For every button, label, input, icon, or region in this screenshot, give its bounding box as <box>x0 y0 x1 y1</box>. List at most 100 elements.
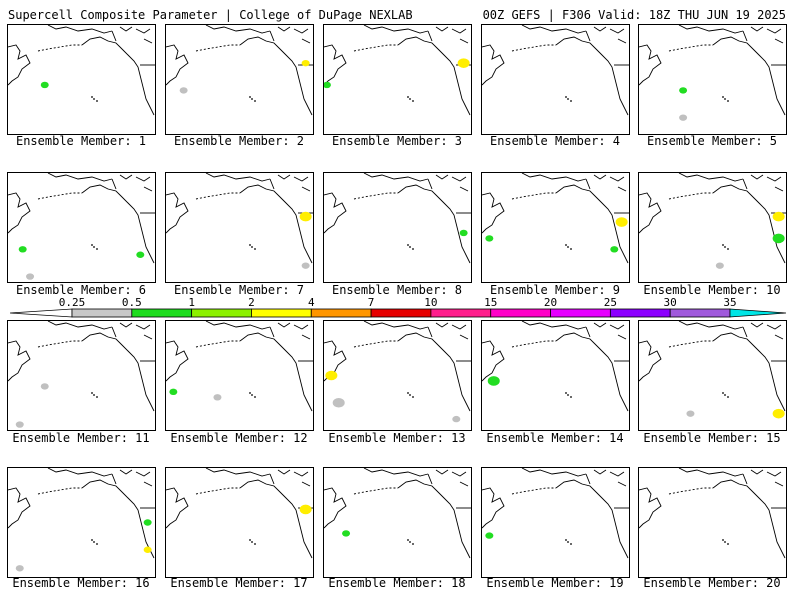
member-label: Ensemble Member: 20 <box>643 576 781 590</box>
map-panel-member-7 <box>165 172 314 283</box>
scp-shading <box>18 246 27 253</box>
colorbar-segment <box>550 308 611 318</box>
scp-shading <box>686 410 695 417</box>
map-panel-member-15 <box>638 320 787 431</box>
scp-shading <box>299 504 312 515</box>
scp-shading <box>459 229 468 237</box>
member-label: Ensemble Member: 4 <box>489 134 621 148</box>
scp-shading <box>136 251 145 258</box>
map-panel-member-18 <box>323 467 472 578</box>
colorbar-segment <box>609 308 671 318</box>
scp-shading <box>485 235 494 242</box>
map-panel-member-17 <box>165 467 314 578</box>
chart-title: Supercell Composite Parameter | College … <box>8 8 413 22</box>
member-label: Ensemble Member: 10 <box>643 283 781 297</box>
map-outline <box>166 468 313 559</box>
scp-shading <box>299 211 312 222</box>
scp-shading <box>324 81 331 89</box>
scp-shading <box>342 530 351 537</box>
member-label: Ensemble Member: 14 <box>486 431 624 445</box>
member-label: Ensemble Member: 6 <box>15 283 147 297</box>
map-panel-member-8 <box>323 172 472 283</box>
colorbar-segment <box>490 308 551 318</box>
scp-shading <box>452 415 461 423</box>
map-outline <box>482 321 629 412</box>
colorbar-segment <box>310 308 372 318</box>
colorbar-segment <box>370 308 432 318</box>
map-panel-member-5 <box>638 24 787 135</box>
map-panel-member-9 <box>481 172 630 283</box>
scp-shading <box>301 262 310 269</box>
member-label: Ensemble Member: 13 <box>328 431 466 445</box>
scp-shading <box>15 565 24 572</box>
member-label: Ensemble Member: 18 <box>328 576 466 590</box>
scp-shading <box>40 383 49 390</box>
map-outline <box>324 468 471 559</box>
scp-shading <box>332 397 345 408</box>
map-outline <box>8 468 155 559</box>
colorbar-segment <box>71 308 133 318</box>
map-outline <box>639 321 786 412</box>
colorbar-tick-label: 35 <box>723 296 737 309</box>
scp-shading <box>772 233 785 244</box>
scp-shading <box>40 81 49 89</box>
member-label: Ensemble Member: 9 <box>489 283 621 297</box>
member-label: Ensemble Member: 11 <box>12 431 150 445</box>
map-outline <box>324 321 471 412</box>
scp-shading <box>487 376 500 386</box>
colorbar-tick-label: 20 <box>543 296 558 309</box>
colorbar-tick-label: 25 <box>603 296 617 309</box>
map-panel-member-1 <box>7 24 156 135</box>
colorbar-tick-label: 2 <box>248 296 255 309</box>
map-outline <box>166 173 313 264</box>
member-label: Ensemble Member: 16 <box>12 576 150 590</box>
map-panel-member-3 <box>323 24 472 135</box>
member-label: Ensemble Member: 1 <box>15 134 147 148</box>
member-label: Ensemble Member: 17 <box>170 576 308 590</box>
scp-shading <box>715 262 724 269</box>
colorbar-tick-label: 0.5 <box>121 296 142 309</box>
map-outline <box>482 25 629 116</box>
scp-shading <box>772 408 785 419</box>
map-panel-member-11 <box>7 320 156 431</box>
map-outline <box>482 173 629 264</box>
map-panel-member-14 <box>481 320 630 431</box>
scp-shading <box>325 370 338 381</box>
colorbar-segment <box>251 308 312 318</box>
member-label: Ensemble Member: 15 <box>643 431 781 445</box>
map-panel-member-16 <box>7 467 156 578</box>
colorbar-segment <box>191 308 252 318</box>
member-label: Ensemble Member: 12 <box>170 431 308 445</box>
scp-shading <box>213 394 222 401</box>
member-label: Ensemble Member: 19 <box>486 576 624 590</box>
scp-shading <box>457 58 470 68</box>
member-label: Ensemble Member: 5 <box>646 134 778 148</box>
scp-shading <box>679 87 688 94</box>
map-outline <box>324 25 471 116</box>
map-outline <box>482 468 629 559</box>
colorbar-tick-label: 15 <box>484 296 498 309</box>
scp-shading <box>679 114 688 121</box>
map-outline <box>166 25 313 116</box>
colorbar-tick-label: 0.25 <box>58 296 86 309</box>
scp-shading <box>485 532 494 539</box>
map-panel-member-10 <box>638 172 787 283</box>
scp-shading <box>143 546 152 553</box>
run-info: 00Z GEFS | F306 Valid: 18Z THU JUN 19 20… <box>482 8 786 22</box>
map-outline <box>8 321 155 412</box>
colorbar-tick-label: 1 <box>188 296 195 309</box>
map-outline <box>639 25 786 116</box>
map-panel-member-4 <box>481 24 630 135</box>
map-outline <box>639 173 786 264</box>
scp-shading <box>772 211 785 222</box>
scp-shading <box>179 87 188 94</box>
map-outline <box>324 173 471 264</box>
scp-shading <box>15 421 24 428</box>
scp-shading <box>26 273 35 280</box>
colorbar-segment <box>131 308 193 318</box>
colorbar-tick-label: 10 <box>424 296 438 309</box>
colorbar-segment <box>669 308 731 318</box>
map-outline <box>8 25 155 116</box>
map-panel-member-6 <box>7 172 156 283</box>
colorbar: 0.25 0.5 1 2 4 7 10 15 20 25 30 35 <box>10 296 790 330</box>
